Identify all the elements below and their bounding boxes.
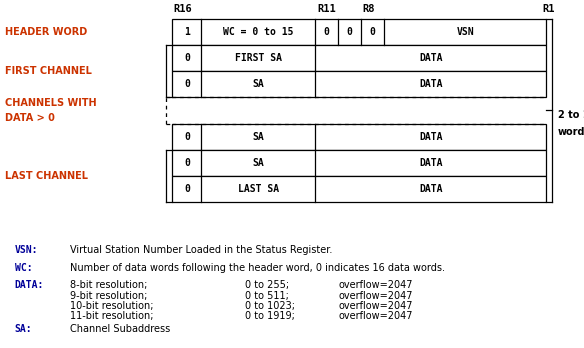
Text: 9-bit resolution;: 9-bit resolution; <box>70 291 147 301</box>
Text: WC = 0 to 15: WC = 0 to 15 <box>223 27 294 37</box>
Text: DATA:: DATA: <box>15 280 44 290</box>
Text: 10-bit resolution;: 10-bit resolution; <box>70 301 154 311</box>
Text: R11: R11 <box>317 4 336 14</box>
Text: 0: 0 <box>184 79 190 89</box>
Text: 0 to 1023;: 0 to 1023; <box>245 301 296 311</box>
Text: DATA: DATA <box>419 184 443 194</box>
Text: R1: R1 <box>542 4 554 14</box>
Text: 0 to 1919;: 0 to 1919; <box>245 311 295 322</box>
Text: FIRST CHANNEL: FIRST CHANNEL <box>5 66 92 76</box>
Text: VSN: VSN <box>456 27 474 37</box>
Text: overflow=2047: overflow=2047 <box>339 311 413 322</box>
Text: words: words <box>558 127 584 137</box>
Text: FIRST SA: FIRST SA <box>235 53 282 63</box>
Bar <box>172 150 546 176</box>
Text: SA: SA <box>252 79 265 89</box>
Text: VSN:: VSN: <box>15 245 38 255</box>
Text: DATA: DATA <box>419 79 443 89</box>
Text: overflow=2047: overflow=2047 <box>339 291 413 301</box>
Text: LAST CHANNEL: LAST CHANNEL <box>5 171 88 181</box>
Text: overflow=2047: overflow=2047 <box>339 301 413 311</box>
Text: 0 to 511;: 0 to 511; <box>245 291 289 301</box>
Text: Virtual Station Number Loaded in the Status Register.: Virtual Station Number Loaded in the Sta… <box>70 245 332 255</box>
Bar <box>172 124 546 150</box>
Text: overflow=2047: overflow=2047 <box>339 280 413 290</box>
Text: 1: 1 <box>184 27 190 37</box>
Text: 2 to 17: 2 to 17 <box>558 110 584 120</box>
Text: 0: 0 <box>370 27 376 37</box>
Text: 0: 0 <box>184 184 190 194</box>
Text: Number of data words following the header word, 0 indicates 16 data words.: Number of data words following the heade… <box>70 263 445 273</box>
Text: 11-bit resolution;: 11-bit resolution; <box>70 311 154 322</box>
Text: R16: R16 <box>173 4 192 14</box>
Text: DATA: DATA <box>419 53 443 63</box>
Bar <box>172 176 546 202</box>
Text: 8-bit resolution;: 8-bit resolution; <box>70 280 147 290</box>
Bar <box>172 19 546 45</box>
Text: DATA: DATA <box>419 132 443 142</box>
Text: 0: 0 <box>184 53 190 63</box>
Text: SA:: SA: <box>15 324 32 334</box>
Text: DATA: DATA <box>419 158 443 168</box>
Text: R8: R8 <box>363 4 375 14</box>
Text: 0: 0 <box>324 27 329 37</box>
Text: HEADER WORD: HEADER WORD <box>5 27 87 37</box>
Bar <box>172 45 546 71</box>
Text: 0 to 255;: 0 to 255; <box>245 280 290 290</box>
Text: 0: 0 <box>184 158 190 168</box>
Text: LAST SA: LAST SA <box>238 184 279 194</box>
Text: DATA > 0: DATA > 0 <box>5 113 54 123</box>
Bar <box>172 71 546 97</box>
Text: 0: 0 <box>184 132 190 142</box>
Text: CHANNELS WITH: CHANNELS WITH <box>5 98 96 108</box>
Text: WC:: WC: <box>15 263 32 273</box>
Text: 0: 0 <box>346 27 352 37</box>
Text: SA: SA <box>252 132 265 142</box>
Text: SA: SA <box>252 158 265 168</box>
Text: Channel Subaddress: Channel Subaddress <box>70 324 171 334</box>
